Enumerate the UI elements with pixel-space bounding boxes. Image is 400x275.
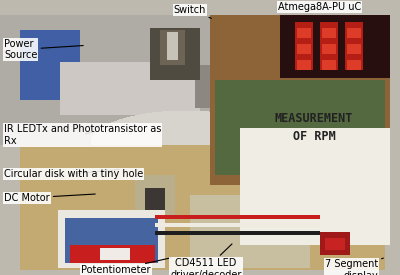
Text: IR LEDTx and Phototransistor as
Rx: IR LEDTx and Phototransistor as Rx xyxy=(4,124,161,145)
Text: 7 Segment
display: 7 Segment display xyxy=(325,258,383,275)
Text: Potentiometer: Potentiometer xyxy=(81,258,171,275)
Text: MEASUREMENT
OF RPM: MEASUREMENT OF RPM xyxy=(275,112,353,143)
Text: CD4511 LED
driver/decoder: CD4511 LED driver/decoder xyxy=(170,244,242,275)
Text: Circular disk with a tiny hole: Circular disk with a tiny hole xyxy=(4,169,143,179)
Text: Power
Source: Power Source xyxy=(4,39,83,60)
Text: Atmega8A-PU uC: Atmega8A-PU uC xyxy=(278,2,361,12)
Text: DC Motor: DC Motor xyxy=(4,193,95,203)
Text: Switch: Switch xyxy=(174,6,211,18)
